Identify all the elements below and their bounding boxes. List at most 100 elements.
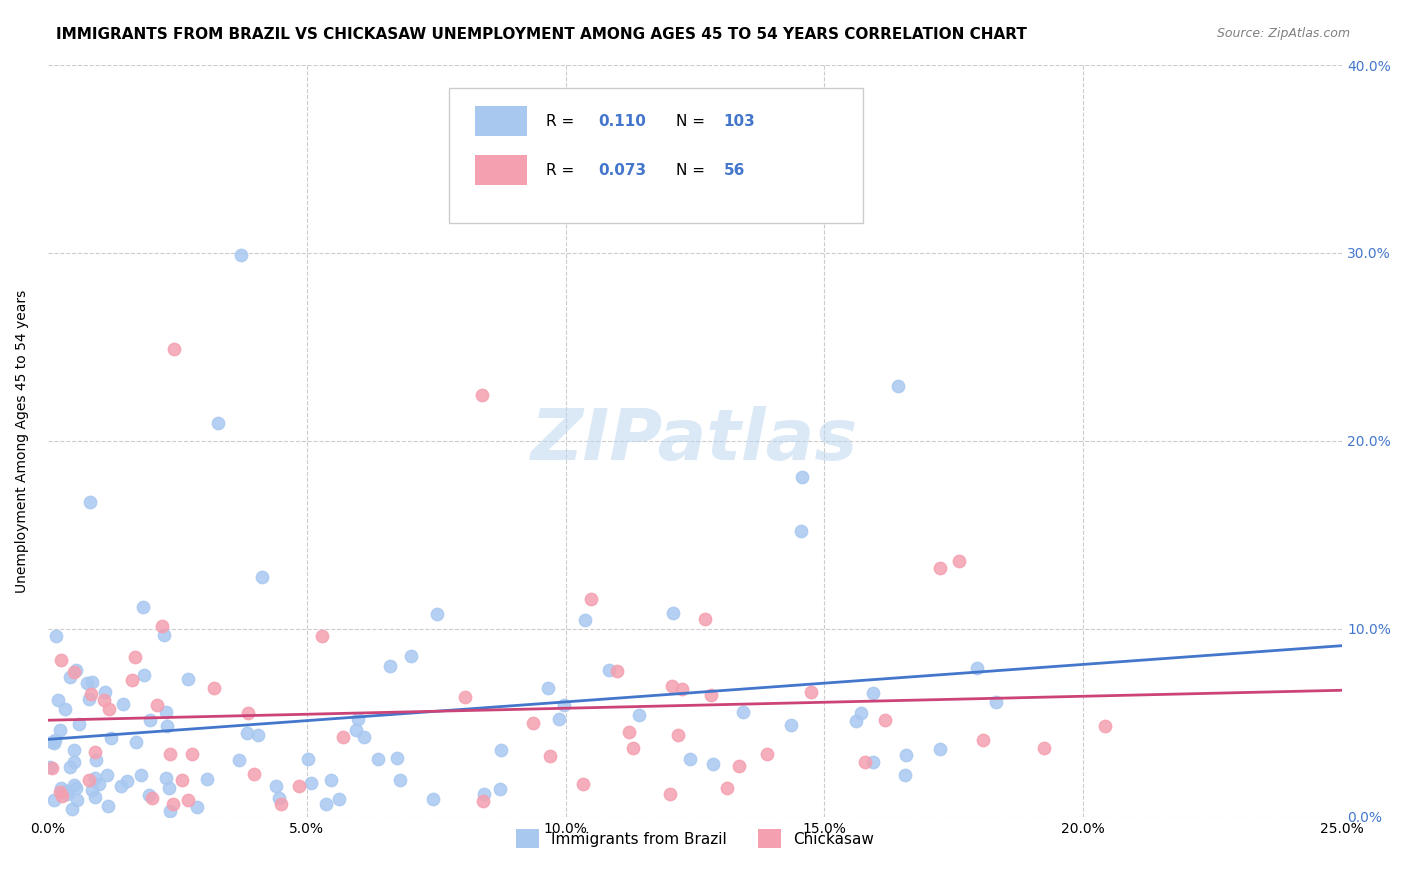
FancyBboxPatch shape [449,87,863,223]
Point [659,787,682,801]
Point [129,768,152,782]
Point [790,470,813,484]
Point [399,649,422,664]
Point [315,797,337,812]
Point [299,775,322,789]
Text: Source: ZipAtlas.com: Source: ZipAtlas.com [1216,27,1350,40]
Point [661,679,683,693]
Point [79,494,101,508]
Point [311,629,333,643]
Point [157,780,180,795]
Point [472,787,495,801]
Point [138,789,160,803]
Point [537,681,560,695]
Point [111,697,134,711]
Point [110,779,132,793]
Point [67,717,90,731]
Point [471,387,494,401]
Point [53,701,76,715]
Point [48,723,70,737]
Legend: Immigrants from Brazil, Chickasaw: Immigrants from Brazil, Chickasaw [510,823,880,855]
Point [59,670,82,684]
Point [668,728,690,742]
Point [755,747,778,761]
Point [966,660,988,674]
Point [617,725,640,739]
Point [79,773,101,788]
Point [228,753,250,767]
Point [972,733,994,747]
Point [65,793,87,807]
Point [124,650,146,665]
Point [49,785,72,799]
Point [288,779,311,793]
Point [56,787,79,801]
Point [63,756,86,770]
Point [800,685,823,699]
Text: ZIPatlas: ZIPatlas [531,407,859,475]
Point [728,759,751,773]
Point [87,777,110,791]
Point [553,698,575,712]
Point [332,730,354,744]
Point [42,793,65,807]
Point [862,755,884,769]
Point [49,780,72,795]
Point [1033,740,1056,755]
Point [163,342,186,356]
Point [65,663,87,677]
Point [894,747,917,762]
Point [59,760,82,774]
Point [929,741,952,756]
Point [41,761,63,775]
Point [207,416,229,430]
Point [51,653,73,667]
Point [125,735,148,749]
Point [236,726,259,740]
Point [139,713,162,727]
Point [380,659,402,673]
Point [695,612,717,626]
Point [574,613,596,627]
Point [84,745,107,759]
Point [422,792,444,806]
Point [243,767,266,781]
Point [849,706,872,721]
Point [246,728,269,742]
Point [948,554,970,568]
Point [472,794,495,808]
Point [41,735,63,749]
Point [177,792,200,806]
Point [328,791,350,805]
Point [141,791,163,805]
Point [83,789,105,804]
Point [82,783,104,797]
Point [267,791,290,805]
Point [319,773,342,788]
Point [344,723,367,738]
Point [700,688,723,702]
Point [489,782,512,797]
Text: 56: 56 [724,163,745,178]
Text: N =: N = [676,163,710,178]
Point [491,743,513,757]
Point [662,607,685,621]
Point [39,760,62,774]
Point [60,802,83,816]
Point [155,772,177,786]
Point [83,771,105,785]
Point [76,676,98,690]
Point [347,712,370,726]
Text: 0.073: 0.073 [598,163,645,178]
Point [454,690,477,705]
Point [886,379,908,393]
Point [121,673,143,687]
Point [627,708,650,723]
Point [538,748,561,763]
Point [115,774,138,789]
Point [779,718,801,732]
Point [572,776,595,790]
Point [42,736,65,750]
Text: 0.110: 0.110 [598,114,645,129]
Point [170,772,193,787]
